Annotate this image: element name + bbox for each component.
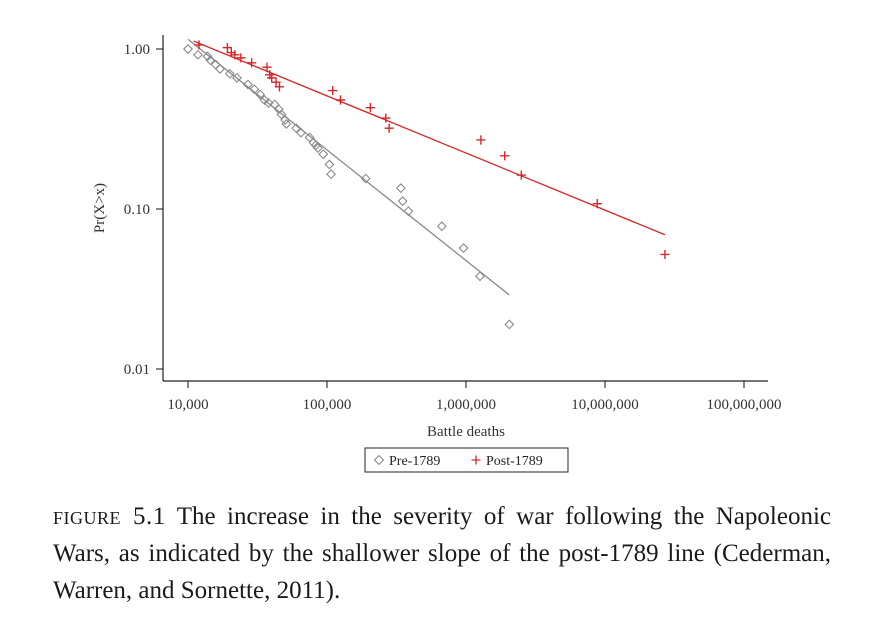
legend-label-post: Post-1789: [486, 454, 543, 469]
data-point-post-1789: [274, 82, 285, 92]
data-point-pre-1789: [183, 44, 193, 54]
data-point-pre-1789: [193, 49, 203, 60]
data-point-post-1789: [335, 95, 346, 105]
data-point-pre-1789: [280, 115, 291, 125]
data-point-pre-1789: [242, 79, 253, 90]
data-point-pre-1789: [474, 271, 485, 282]
series-pre-1789: [183, 38, 515, 330]
data-point-pre-1789: [224, 68, 235, 79]
data-point-post-1789: [660, 249, 670, 260]
y-tick-label: 1.00: [124, 42, 150, 58]
x-ticks: 10,000 100,000 1,000,000 10,000,000 100,000,…: [167, 381, 782, 413]
data-point-post-1789: [384, 123, 394, 133]
x-tick-label: 10,000: [167, 397, 208, 413]
figure-caption: FIGURE 5.1 The increase in the severity …: [53, 498, 831, 609]
data-point-pre-1789: [397, 196, 408, 207]
data-point-pre-1789: [326, 169, 337, 180]
data-point-post-1789: [194, 40, 204, 50]
legend: Pre-1789 Post-1789: [364, 447, 569, 473]
data-point-post-1789: [328, 85, 338, 96]
data-point-pre-1789: [395, 183, 406, 194]
x-tick-label: 1,000,000: [436, 397, 496, 413]
data-point-pre-1789: [296, 127, 306, 138]
fit-line-pre-1789: [187, 38, 510, 296]
y-tick-label: 0.01: [124, 362, 150, 378]
data-point-pre-1789: [312, 143, 323, 154]
data-point-pre-1789: [281, 118, 292, 129]
y-tick-label: 0.10: [124, 202, 150, 218]
data-point-post-1789: [592, 199, 602, 209]
x-tick-label: 100,000: [303, 397, 352, 413]
data-point-pre-1789: [403, 206, 414, 217]
data-point-pre-1789: [215, 64, 226, 74]
legend-label-pre: Pre-1789: [389, 454, 440, 469]
data-point-pre-1789: [276, 109, 287, 120]
caption-text: The increase in the severity of war foll…: [53, 503, 831, 604]
legend-box: [364, 447, 569, 473]
data-point-pre-1789: [318, 149, 329, 160]
data-point-post-1789: [500, 151, 510, 161]
data-point-pre-1789: [202, 51, 213, 62]
fit-line-post-1789: [193, 40, 666, 236]
plot-area: [183, 38, 670, 330]
data-point-pre-1789: [458, 243, 469, 254]
x-tick-label: 10,000,000: [571, 397, 639, 413]
data-point-post-1789: [230, 50, 240, 60]
legend-marker-pre: [373, 454, 385, 466]
data-point-post-1789: [262, 62, 272, 72]
x-axis-title: Battle deaths: [427, 424, 505, 440]
data-point-pre-1789: [263, 97, 274, 108]
legend-marker-post: [471, 455, 481, 465]
data-point-post-1789: [236, 53, 246, 63]
data-point-post-1789: [222, 43, 232, 53]
data-point-post-1789: [365, 103, 375, 113]
data-point-pre-1789: [259, 95, 270, 105]
y-axis-title: Pr(X>x): [92, 183, 108, 233]
data-point-pre-1789: [249, 84, 260, 95]
data-point-post-1789: [267, 73, 277, 83]
y-ticks: 1.00 0.10 0.01: [124, 42, 163, 378]
chart: 10,000 100,000 1,000,000 10,000,000 100,000,…: [92, 35, 782, 473]
figure-label: FIGURE 5.1: [53, 503, 166, 530]
data-point-pre-1789: [360, 173, 371, 184]
data-point-pre-1789: [291, 123, 302, 134]
data-point-post-1789: [247, 58, 257, 68]
data-point-pre-1789: [324, 159, 335, 170]
data-point-pre-1789: [255, 89, 266, 100]
data-point-post-1789: [516, 170, 526, 180]
series-post-1789: [193, 40, 670, 260]
data-point-pre-1789: [205, 55, 216, 66]
data-point-pre-1789: [436, 221, 447, 232]
data-point-post-1789: [271, 77, 281, 87]
data-point-post-1789: [381, 113, 391, 123]
x-tick-label: 100,000,000: [707, 397, 782, 413]
data-point-post-1789: [476, 135, 486, 145]
data-point-pre-1789: [504, 319, 515, 330]
data-point-pre-1789: [231, 72, 242, 83]
